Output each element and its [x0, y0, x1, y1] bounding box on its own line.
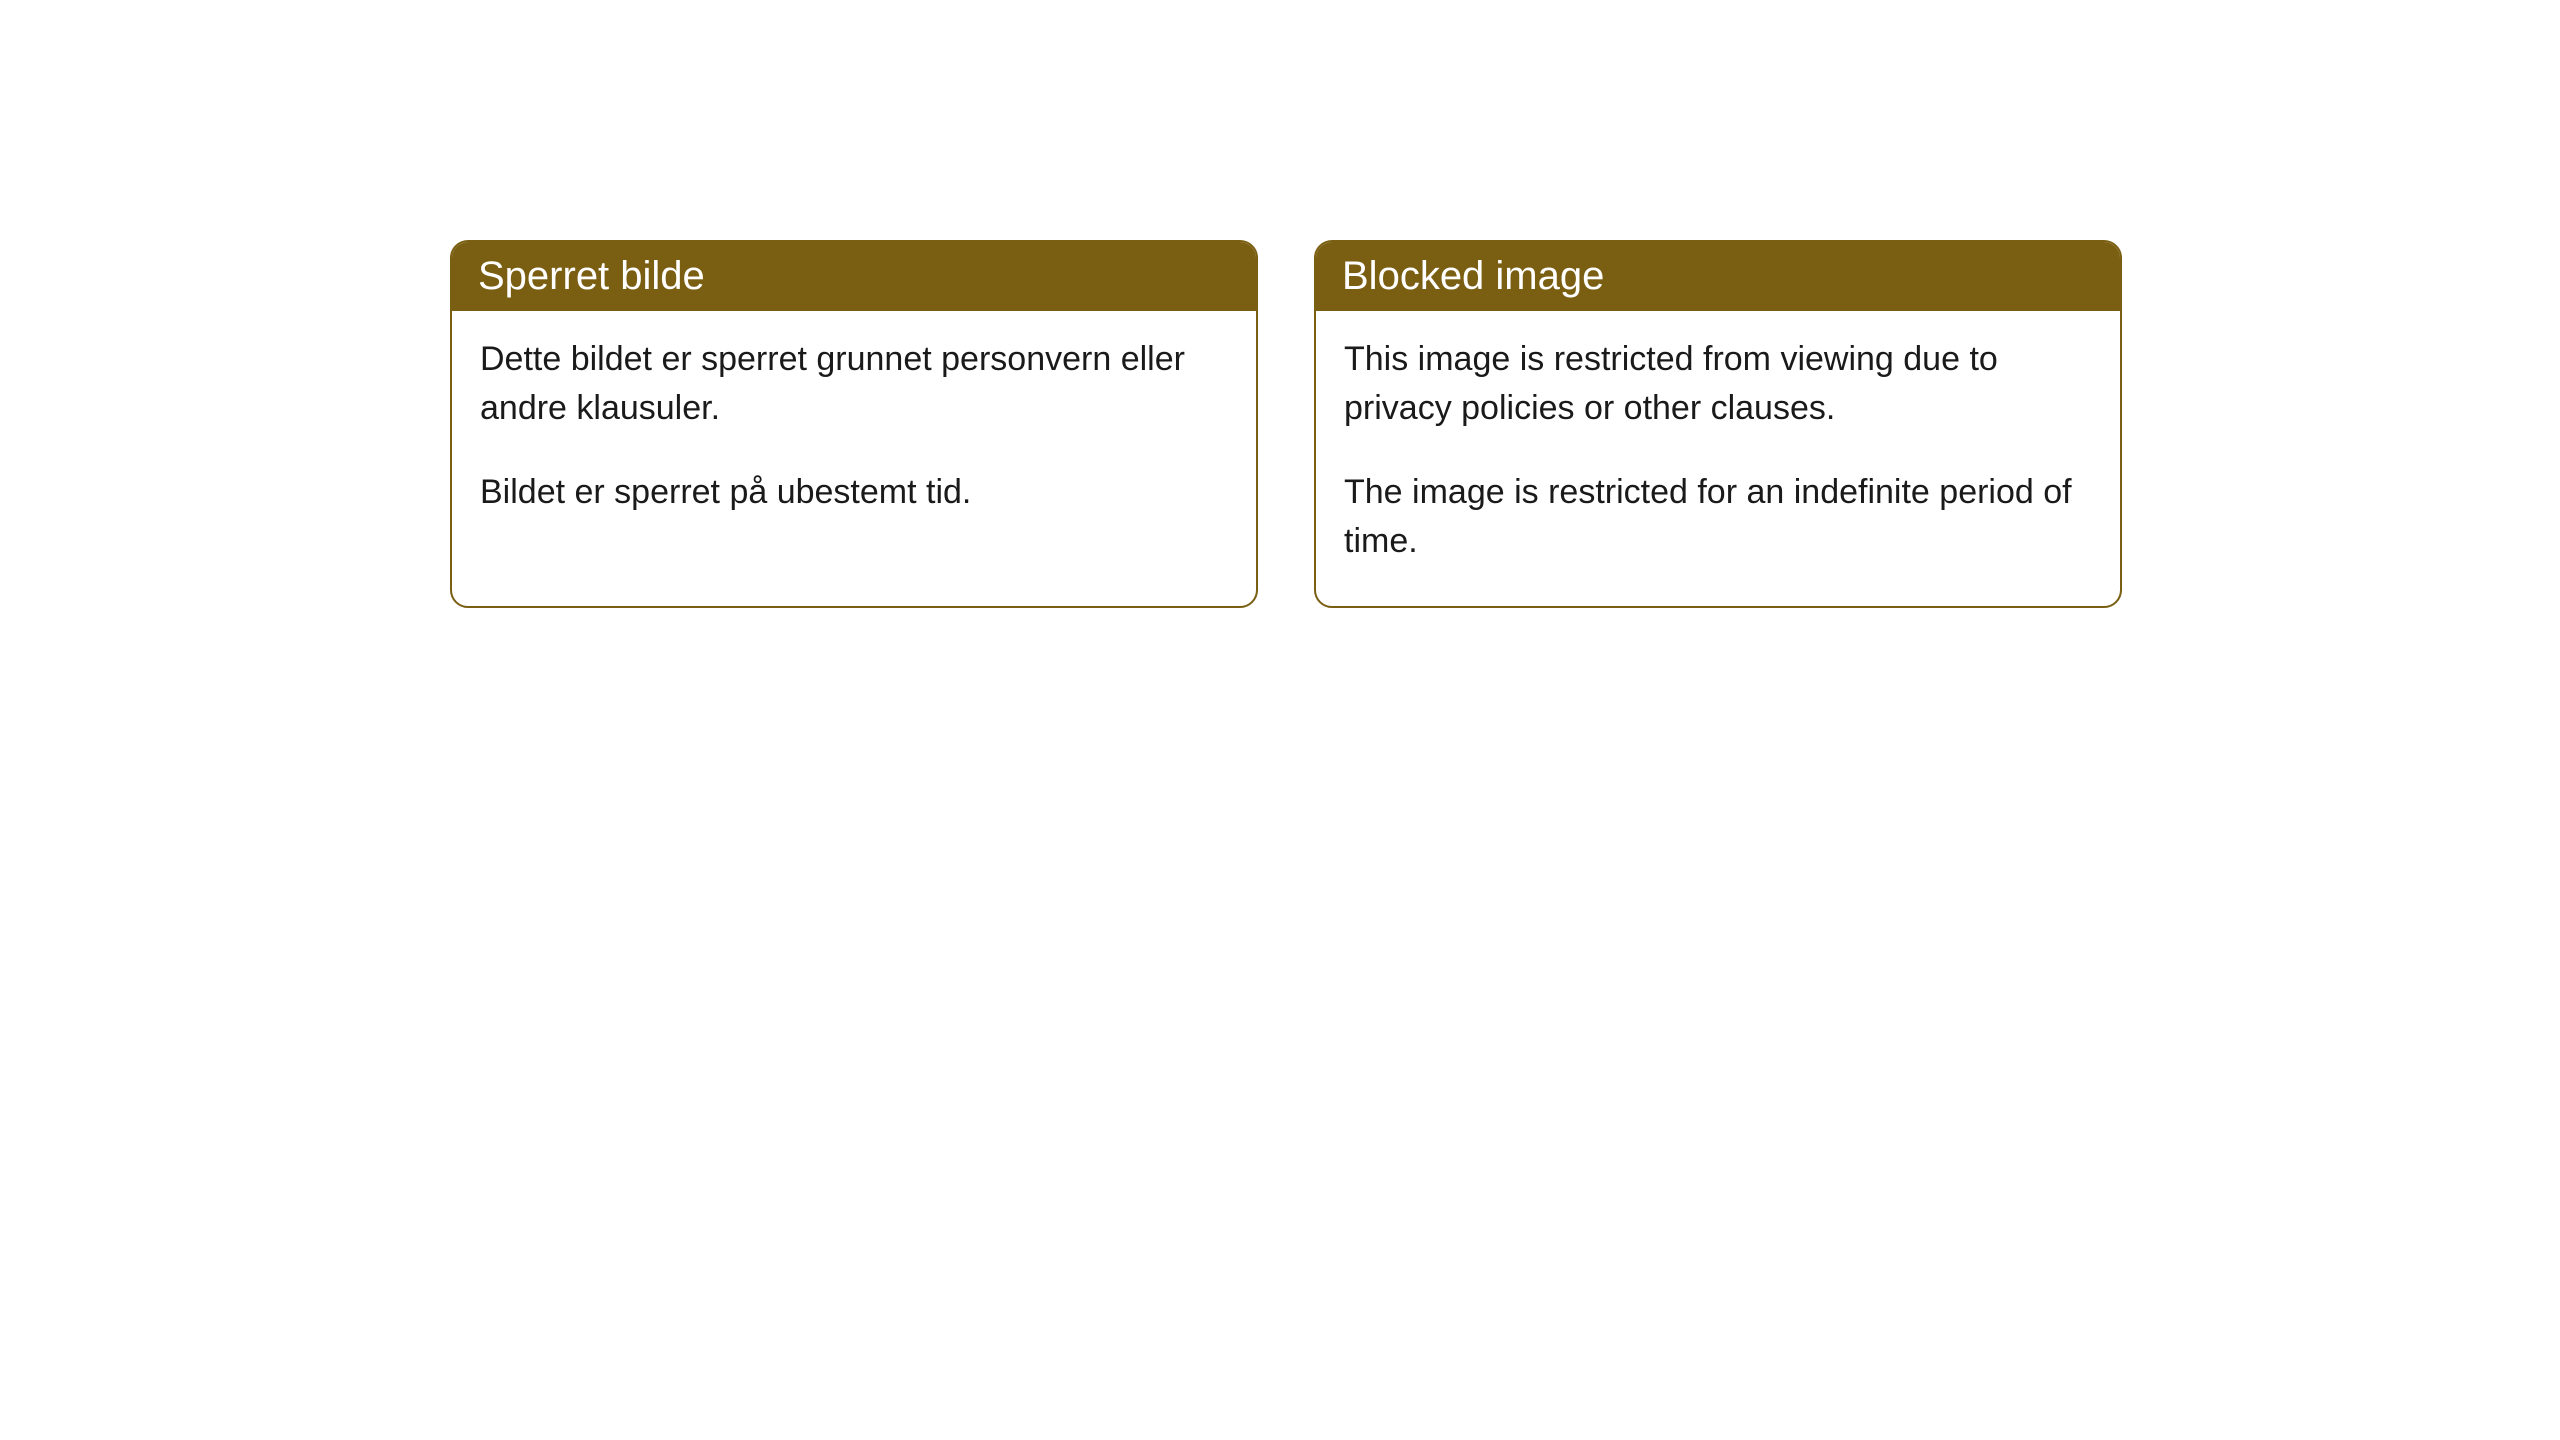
notice-container: Sperret bilde Dette bildet er sperret gr… [450, 240, 2560, 608]
card-paragraph: The image is restricted for an indefinit… [1344, 468, 2092, 567]
card-paragraph: Bildet er sperret på ubestemt tid. [480, 468, 1228, 517]
notice-card-norwegian: Sperret bilde Dette bildet er sperret gr… [450, 240, 1258, 608]
card-paragraph: Dette bildet er sperret grunnet personve… [480, 335, 1228, 434]
card-body-norwegian: Dette bildet er sperret grunnet personve… [452, 311, 1256, 557]
card-title: Blocked image [1342, 254, 1604, 298]
card-paragraph: This image is restricted from viewing du… [1344, 335, 2092, 434]
notice-card-english: Blocked image This image is restricted f… [1314, 240, 2122, 608]
card-header-norwegian: Sperret bilde [452, 242, 1256, 311]
card-header-english: Blocked image [1316, 242, 2120, 311]
card-body-english: This image is restricted from viewing du… [1316, 311, 2120, 606]
card-title: Sperret bilde [478, 254, 705, 298]
